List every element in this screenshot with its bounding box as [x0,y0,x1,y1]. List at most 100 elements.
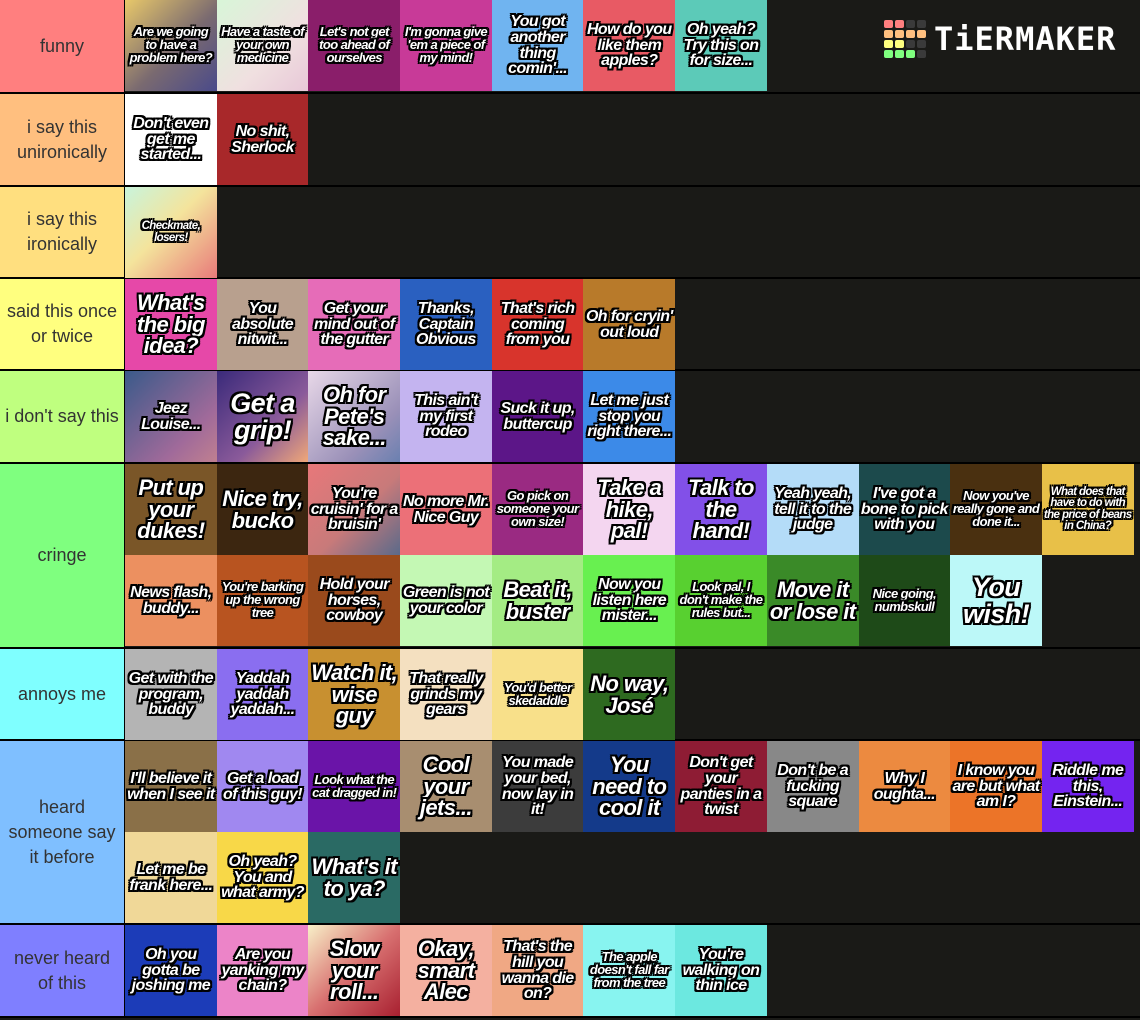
tier-row: never heard of this Oh you gotta be joshi… [0,925,1140,1018]
tier-item-tile[interactable]: What does that have to do with the price… [1041,464,1134,555]
tier-item-tile[interactable]: Hold your horses, cowboy [308,555,401,646]
tier-item-tile[interactable]: Nice try, bucko [216,464,309,555]
tier-label[interactable]: i say this ironically [0,187,125,277]
tier-item-tile[interactable]: Move it or lose it [766,555,859,646]
logo-grid-cell [884,30,893,38]
tier-item-tile[interactable]: Yaddah yaddah yaddah... [216,649,309,740]
tier-item-tile[interactable]: Watch it, wise guy [308,649,401,740]
tier-row: funny Are we going to have a problem here… [0,0,1140,94]
tier-item-tile[interactable]: Oh yeah? You and what army? [216,832,309,923]
tier-item-tile[interactable]: Okay, smart Alec [400,925,492,1016]
tier-item-tile[interactable]: No more Mr. Nice Guy [400,464,492,555]
tier-item-tile[interactable]: Get a grip! [216,371,309,462]
tier-item-tile[interactable]: Checkmate, losers! [125,187,217,278]
tier-item-tile[interactable]: News flash, buddy... [125,555,217,646]
tier-item-tile[interactable]: Look pal, I don't make the rules but... [675,555,767,646]
tier-items[interactable]: What's the big idea? You absolute nitwit.… [125,279,1140,370]
tier-item-tile[interactable]: Beat it, buster [491,555,584,646]
tier-item-tile[interactable]: Look what the cat dragged in! [308,741,401,832]
tier-row: cringe Put up your dukes! Nice try, bucko Y… [0,464,1140,649]
tier-row: said this once or twice What's the big id… [0,279,1140,371]
tiermaker-logo: TiERMAKER [884,20,1116,58]
tier-item-tile[interactable]: Oh you gotta be joshing me [125,925,217,1016]
tier-item-tile[interactable]: Don't get your panties in a twist [675,741,767,832]
tier-row: annoys me Get with the program, buddy Yadd… [0,649,1140,741]
tier-item-tile[interactable]: How do you like them apples? [583,0,676,91]
tier-item-tile[interactable]: Why I oughta... [858,741,951,832]
tier-item-tile[interactable]: Oh for cryin' out loud [583,279,676,370]
tier-item-tile[interactable]: Get with the program, buddy [125,649,217,740]
tier-label[interactable]: never heard of this [0,925,125,1016]
tier-label[interactable]: cringe [0,464,125,647]
logo-text: TiERMAKER [934,20,1117,58]
tier-item-tile[interactable]: What's the big idea? [125,279,217,370]
tier-item-tile[interactable]: What's it to ya? [308,832,401,923]
tier-items[interactable]: Oh you gotta be joshing me Are you yankin… [125,925,1140,1016]
tier-item-tile[interactable]: You absolute nitwit... [216,279,309,370]
tier-item-tile[interactable]: Go pick on someone your own size! [491,464,584,555]
tier-item-tile[interactable]: I've got a bone to pick with you [858,464,951,555]
tier-item-tile[interactable]: Thanks, Captain Obvious [400,279,492,370]
tier-item-tile[interactable]: You made your bed, now lay in it! [491,741,584,832]
tier-item-tile[interactable]: Riddle me this, Einstein... [1041,741,1134,832]
tier-item-tile[interactable]: Get a load of this guy! [216,741,309,832]
tier-item-tile[interactable]: The apple doesn't fall far from the tree [583,925,676,1016]
tier-items[interactable]: Don't even get me started... No shit, She… [125,94,1140,185]
tier-items[interactable]: Are we going to have a problem here? Have… [125,0,1140,92]
tier-item-tile[interactable]: Are we going to have a problem here? [125,0,217,91]
tier-item-tile[interactable]: I'll believe it when I see it [125,741,217,832]
tier-items[interactable]: I'll believe it when I see it Get a load … [125,741,1140,923]
tier-row: i say this ironically Checkmate, losers! [0,187,1140,279]
tier-items[interactable]: Get with the program, buddy Yaddah yaddah… [125,649,1140,740]
tier-item-tile[interactable]: Now you've really gone and done it... [950,464,1042,555]
tier-label[interactable]: i say this unironically [0,94,125,185]
tier-items[interactable]: Put up your dukes! Nice try, bucko You're … [125,464,1140,647]
tier-item-tile[interactable]: Nice going, numbskull [858,555,951,646]
tier-item-tile[interactable]: Talk to the hand! [675,464,767,555]
tier-item-tile[interactable]: Get your mind out of the gutter [308,279,401,370]
tier-item-tile[interactable]: Take a hike, pal! [583,464,676,555]
tier-item-tile[interactable]: That really grinds my gears [400,649,492,740]
tier-label[interactable]: funny [0,0,125,92]
tier-item-tile[interactable]: You're walking on thin ice [675,925,767,1016]
tier-item-tile[interactable]: Put up your dukes! [125,464,217,555]
tier-item-tile[interactable]: Slow your roll... [308,925,401,1016]
tier-item-tile[interactable]: I'm gonna give 'em a piece of my mind! [400,0,492,91]
tier-item-tile[interactable]: You got another thing comin'... [491,0,584,91]
logo-grid-cell [895,50,904,58]
tier-item-tile[interactable]: You'd better skedaddle [491,649,584,740]
tier-item-tile[interactable]: Don't even get me started... [125,94,217,185]
tier-item-tile[interactable]: That's the hill you wanna die on? [491,925,584,1016]
tier-item-tile[interactable]: No way, José [583,649,676,740]
tier-item-tile[interactable]: Now you listen here mister... [583,555,676,646]
tier-item-tile[interactable]: Have a taste of your own medicine [216,0,309,91]
tier-item-tile[interactable]: Jeez Louise... [125,371,217,462]
logo-grid-cell [895,30,904,38]
tier-item-tile[interactable]: I know you are but what am I? [950,741,1042,832]
tier-label[interactable]: said this once or twice [0,279,125,369]
tier-item-tile[interactable]: You need to cool it [583,741,676,832]
tier-item-tile[interactable]: You're barking up the wrong tree [216,555,309,646]
tier-item-tile[interactable]: Green is not your color [400,555,492,646]
tier-item-tile[interactable]: Are you yanking my chain? [216,925,309,1016]
tier-item-tile[interactable]: Suck it up, buttercup [491,371,584,462]
tier-items[interactable]: Checkmate, losers! [125,187,1140,278]
tier-items[interactable]: Jeez Louise... Get a grip! Oh for Pete's s… [125,371,1140,462]
tier-item-tile[interactable]: This ain't my first rodeo [400,371,492,462]
tier-item-tile[interactable]: That's rich coming from you [491,279,584,370]
tier-item-tile[interactable]: Let me be frank here... [125,832,217,923]
tier-item-tile[interactable]: Let me just stop you right there... [583,371,676,462]
tier-item-tile[interactable]: No shit, Sherlock [216,94,309,185]
tier-item-tile[interactable]: Let's not get too ahead of ourselves [308,0,401,91]
tier-label[interactable]: annoys me [0,649,125,739]
logo-grid-cell [917,30,926,38]
tier-item-tile[interactable]: Oh yeah? Try this on for size... [675,0,767,91]
tier-label[interactable]: heard someone say it before [0,741,125,923]
tier-item-tile[interactable]: Cool your jets... [400,741,492,832]
tier-label[interactable]: i don't say this [0,371,125,462]
tier-item-tile[interactable]: You're cruisin' for a bruisin' [308,464,401,555]
tier-item-tile[interactable]: Yeah yeah, tell it to the judge [766,464,859,555]
tier-item-tile[interactable]: You wish! [950,555,1042,646]
tier-item-tile[interactable]: Oh for Pete's sake... [308,371,401,462]
tier-item-tile[interactable]: Don't be a fucking square [766,741,859,832]
